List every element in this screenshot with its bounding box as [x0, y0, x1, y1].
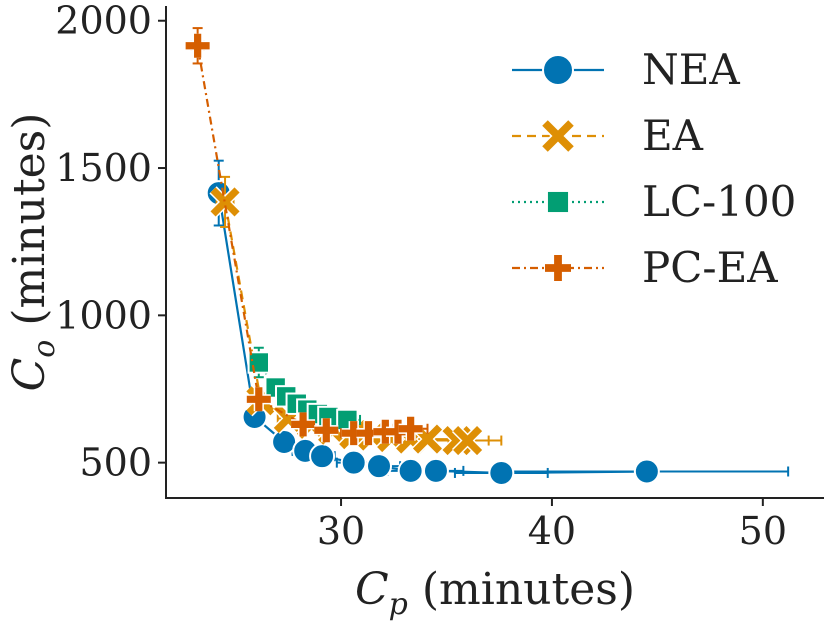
data-point-pc-ea-glyph — [398, 416, 423, 441]
y-tick-label: 500 — [79, 441, 152, 485]
data-point-lc-100 — [247, 351, 270, 374]
y-axis-label-subscript: o — [27, 340, 62, 358]
legend-item-pc-ea: PC-EA — [512, 243, 778, 292]
data-point-ea — [451, 424, 484, 457]
legend-marker-pc-ea — [545, 255, 571, 281]
legend: NEA EA LC-100 PC-EA — [512, 45, 796, 292]
legend-label-nea: NEA — [642, 45, 740, 94]
x-tick-label: 50 — [739, 509, 787, 553]
data-point-pc-ea-glyph — [291, 412, 316, 437]
data-point-nea — [397, 457, 424, 484]
y-axis-label-text: (minutes) — [4, 113, 55, 340]
data-point-nea — [633, 458, 660, 485]
data-point-pc-ea — [341, 421, 366, 446]
legend-marker-ea-glyph — [542, 120, 574, 152]
axes-layer — [165, 6, 824, 499]
data-point-nea — [422, 457, 449, 484]
legend-marker-ea — [541, 119, 575, 153]
x-axis-label: Cp (minutes) — [355, 564, 635, 622]
ticks-layer: 30 40 50 500 1000 1500 2000 — [55, 0, 787, 553]
data-point-nea — [309, 443, 336, 470]
data-point-pc-ea — [246, 387, 271, 412]
data-point-pc-ea — [291, 412, 316, 437]
legend-label-pc-ea: PC-EA — [642, 243, 778, 292]
legend-marker-nea — [542, 54, 574, 86]
legend-item-lc-100: LC-100 — [512, 177, 796, 226]
data-point-pc-ea — [185, 33, 210, 58]
data-point-ea-glyph — [210, 187, 240, 217]
y-axis-label: Co (minutes) — [4, 113, 62, 392]
data-point-ea-glyph — [453, 426, 483, 456]
series-line-pc-ea — [196, 45, 411, 435]
data-point-pc-ea — [398, 416, 423, 441]
x-axis-label-symbol: C — [355, 564, 389, 615]
series-nea — [205, 159, 790, 486]
data-point-nea — [488, 459, 515, 486]
data-point-nea — [340, 449, 367, 476]
series-layer — [185, 27, 790, 486]
y-axis-label-symbol: C — [4, 358, 55, 392]
legend-label-ea: EA — [642, 111, 704, 160]
y-tick-label: 2000 — [55, 0, 152, 43]
data-point-pc-ea — [314, 418, 339, 443]
data-point-pc-ea-glyph — [314, 418, 339, 443]
x-axis-label-subscript: p — [389, 587, 408, 622]
legend-label-lc-100: LC-100 — [642, 177, 796, 226]
data-point-pc-ea-glyph — [185, 33, 210, 58]
legend-item-nea: NEA — [512, 45, 740, 94]
y-tick-label: 1000 — [55, 293, 152, 337]
x-tick-label: 40 — [528, 509, 576, 553]
data-point-pc-ea-glyph — [246, 387, 271, 412]
data-point-nea — [366, 453, 393, 480]
data-point-ea — [209, 186, 241, 218]
legend-marker-pc-ea-glyph — [545, 255, 571, 281]
series-pc-ea — [185, 27, 429, 446]
y-tick-label: 1500 — [55, 146, 152, 190]
legend-marker-lc-100 — [545, 189, 571, 215]
legend-item-ea: EA — [512, 111, 704, 160]
x-tick-label: 30 — [317, 509, 365, 553]
x-axis-label-text: (minutes) — [408, 564, 635, 615]
